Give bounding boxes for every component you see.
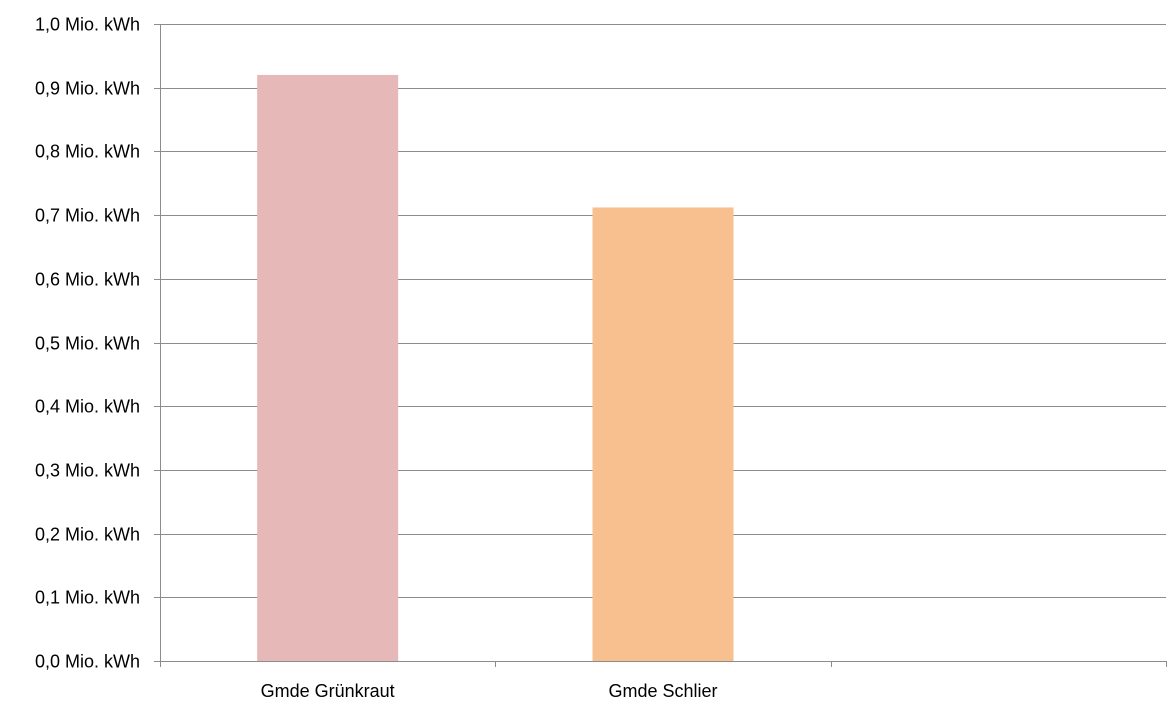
y-tick-label: 1,0 Mio. kWh — [35, 15, 140, 35]
y-tick-label: 0,5 Mio. kWh — [35, 334, 140, 354]
axes — [154, 24, 1167, 667]
y-tick-label: 0,3 Mio. kWh — [35, 461, 140, 481]
y-tick-label: 0,4 Mio. kWh — [35, 397, 140, 417]
y-tick-label: 0,6 Mio. kWh — [35, 270, 140, 290]
y-tick-label: 0,1 Mio. kWh — [35, 588, 140, 608]
y-tick-label: 0,2 Mio. kWh — [35, 525, 140, 545]
x-tick-label: Gmde Grünkraut — [261, 681, 395, 701]
bar — [257, 74, 399, 661]
y-tick-label: 0,0 Mio. kWh — [35, 652, 140, 672]
y-tick-label: 0,8 Mio. kWh — [35, 142, 140, 162]
y-tick-label: 0,7 Mio. kWh — [35, 206, 140, 226]
y-tick-label: 0,9 Mio. kWh — [35, 79, 140, 99]
bar — [592, 207, 734, 661]
x-tick-label: Gmde Schlier — [608, 681, 717, 701]
x-tick-labels: Gmde Grünkraut Gmde Schlier — [261, 681, 718, 701]
bars — [257, 74, 734, 661]
y-tick-labels: 0,0 Mio. kWh 0,1 Mio. kWh 0,2 Mio. kWh 0,3 … — [35, 15, 140, 672]
